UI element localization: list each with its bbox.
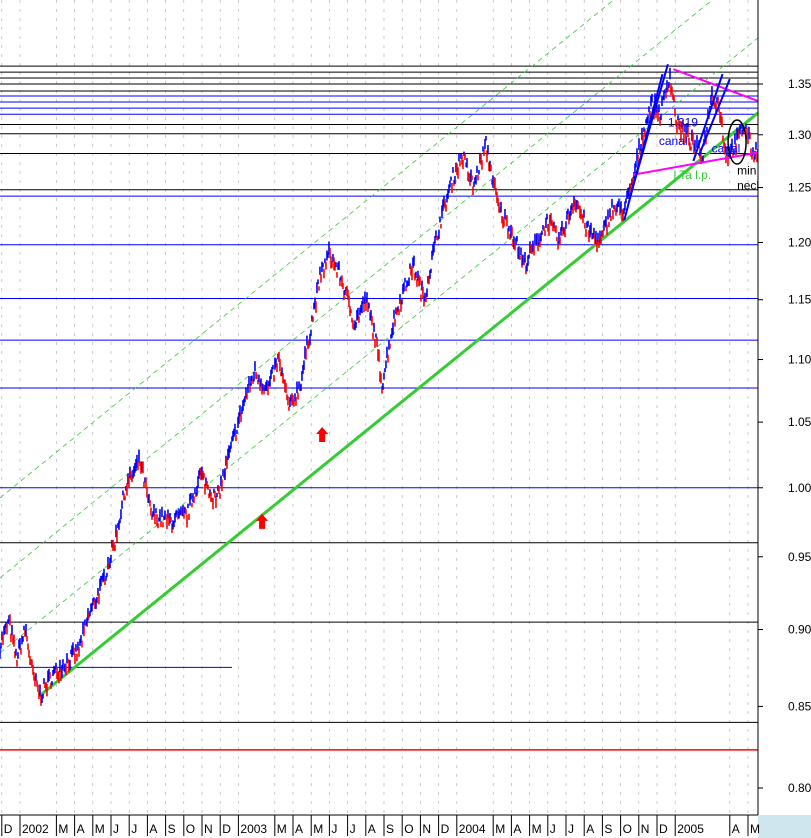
y-tick-label: 0.90 [788,623,811,637]
y-tick-label: 1.20 [788,235,811,249]
annotation-label: 1.319 [668,116,698,130]
y-tick-label: 1.35 [788,77,811,91]
x-tick-label: A [368,822,376,836]
x-tick-label: J [568,822,574,836]
annotation-label: canal [659,134,688,148]
up-arrow-icon [256,513,269,529]
x-tick-label: M [313,822,323,836]
trend-channels [0,0,764,697]
x-tick-label: M [532,822,542,836]
x-tick-label: M [277,822,287,836]
x-tick-label: J [113,822,119,836]
vertical-grid [1,0,749,815]
rising-channel-line [623,73,664,221]
y-tick-label: 0.85 [788,699,811,713]
y-tick-label: 0.95 [788,550,811,564]
x-tick-label: S [604,822,612,836]
up-arrow-icon [316,427,329,443]
x-tick-label: 2004 [459,822,486,836]
x-tick-label: J [550,822,556,836]
x-tick-label: N [422,822,431,836]
horizontal-levels [0,65,758,751]
x-axis-panel [0,815,811,838]
x-tick-label: M [750,822,760,836]
y-tick-label: 1.25 [788,181,811,195]
triangle-upper-line [673,68,759,102]
x-tick-label: S [168,822,176,836]
y-tick-label: 1.10 [788,353,811,367]
x-tick-label: O [186,822,195,836]
x-tick-label: M [495,822,505,836]
x-tick-label: S [386,822,394,836]
x-tick-label: A [732,822,740,836]
x-tick-label: A [149,822,157,836]
x-tick-label: A [77,822,85,836]
x-tick-label: J [131,822,137,836]
rising-channel-line [697,78,731,157]
x-tick-label: 2003 [240,822,267,836]
y-axis-panel [758,0,811,838]
x-tick-label: A [513,822,521,836]
x-tick-label: O [623,822,632,836]
x-tick-label: J [331,822,337,836]
x-tick-label: A [586,822,594,836]
channel-line [0,0,615,499]
annotation-label: LTa l.p. [673,168,711,182]
channel-line [0,37,759,654]
y-tick-label: 1.00 [788,481,811,495]
y-tick-label: 1.30 [788,128,811,142]
x-tick-label: D [659,822,668,836]
x-tick-label: M [95,822,105,836]
rising-channel-line [692,73,724,162]
y-tick-label: 0.80 [788,781,811,795]
y-tick-label: 1.05 [788,415,811,429]
x-tick-label: N [204,822,213,836]
x-axis-corner [758,815,811,838]
annotation-label: min [737,164,756,178]
x-tick-label: O [404,822,413,836]
x-tick-label: D [4,822,13,836]
pattern-circle [727,119,747,165]
x-tick-label: J [350,822,356,836]
x-tick-label: 2005 [677,822,704,836]
x-tick-label: A [295,822,303,836]
triangle-lower-line [633,151,759,176]
annotation-label: neck [737,179,763,193]
x-tick-label: N [641,822,650,836]
x-tick-label: D [222,822,231,836]
x-axis: D 2002 M A M J J A S O N D 2003 M A M J J A S O N D 2004 M A M J J A S… [0,814,811,838]
x-tick-label: M [58,822,68,836]
annotation-label: canal [712,141,741,155]
price-bars [0,67,759,706]
channel-line [0,0,713,579]
y-axis: 0.80 0.85 0.90 0.95 1.00 1.05 1.10 1.15 1.20 1.25… [757,0,811,838]
x-tick-label: 2002 [22,822,49,836]
support-trendline [39,107,764,697]
y-tick-label: 1.15 [788,293,811,307]
x-tick-label: D [441,822,450,836]
